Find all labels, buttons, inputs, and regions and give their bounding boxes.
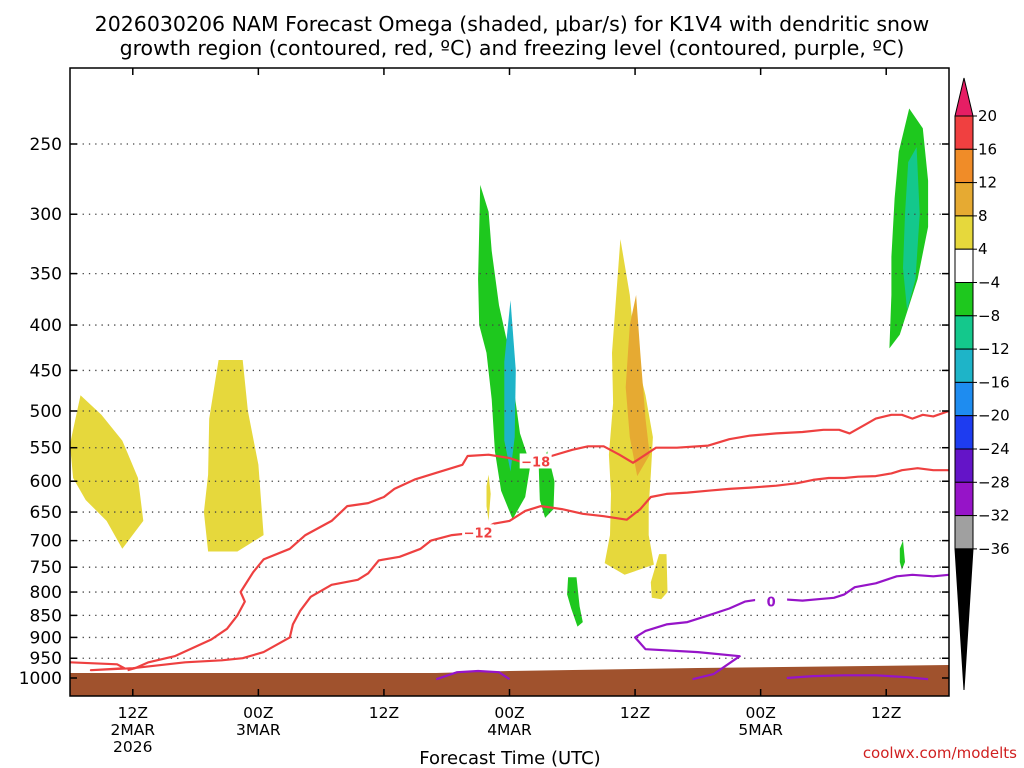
colorbar-swatch: [954, 481, 974, 517]
colorbar-label: −28: [978, 473, 1010, 491]
x-axis-label: Forecast Time (UTC): [419, 748, 600, 768]
colorbar-label: 12: [978, 174, 997, 192]
y-tick-label: 850: [30, 606, 62, 626]
contour-label-0C: 0: [767, 596, 776, 611]
colorbar-label: −12: [978, 340, 1010, 358]
chart-title-line1: 2026030206 NAM Forecast Omega (shaded, μ…: [95, 12, 930, 36]
y-tick-label: 300: [30, 205, 62, 225]
ground-bump: [436, 665, 949, 673]
ground-surface: [70, 673, 949, 696]
y-tick-label: 450: [30, 361, 62, 381]
y-tick-label: 900: [30, 628, 62, 648]
colorbar-bottom-arrow: [954, 548, 974, 691]
colorbar-top-arrow: [954, 77, 974, 117]
colorbar-swatch: [954, 381, 974, 417]
chart-title-line2: growth region (contoured, red, ºC) and f…: [120, 36, 905, 60]
omega-region-yellow: [486, 474, 491, 521]
colorbar-label: 16: [978, 140, 997, 158]
colorbar-label: −20: [978, 407, 1010, 425]
contours: −18 −12 0: [70, 409, 949, 681]
y-tick-label: 700: [30, 532, 62, 552]
contour-label--18C: −18: [521, 455, 550, 470]
contour-label-bg: [755, 593, 788, 609]
colorbar: 20 16 12 8 4 −4 −8 −12 −16 −20 −24 −28 −32 −36: [954, 77, 1010, 691]
x-tick-label: 3MAR: [236, 721, 281, 739]
colorbar-swatch: [954, 215, 974, 250]
colorbar-swatch: [954, 348, 974, 383]
y-tick-label: 950: [30, 649, 62, 669]
y-tick-label: 750: [30, 558, 62, 578]
contour-label-bg: [462, 524, 495, 540]
y-tick-label: 350: [30, 265, 62, 285]
omega-region-orange: [625, 295, 650, 477]
contour-label--12C: −12: [464, 526, 493, 541]
colorbar-label: 8: [978, 207, 988, 225]
omega-region-green: [478, 184, 531, 520]
omega-region-green: [567, 577, 583, 627]
contour-label-bg: [519, 453, 552, 469]
y-tick-label: 500: [30, 402, 62, 422]
colorbar-swatch: [954, 182, 974, 217]
omega-region-yellow: [203, 360, 264, 552]
x-tick-label: 2MAR: [110, 721, 155, 739]
contour--12C: [70, 467, 949, 672]
colorbar-label: −8: [978, 307, 1000, 325]
colorbar-label: −36: [978, 540, 1010, 558]
omega-region-cyan-green: [903, 147, 920, 311]
y-axis: 2503003504004505005506006507007508008509…: [19, 135, 949, 689]
colorbar-swatch: [954, 515, 974, 550]
y-tick-label: 800: [30, 583, 62, 603]
x-tick-label: 5MAR: [738, 721, 783, 739]
colorbar-swatch: [954, 448, 974, 483]
colorbar-label: −24: [978, 440, 1010, 458]
colorbar-label: 4: [978, 240, 988, 258]
colorbar-swatch: [954, 148, 974, 184]
contour-0C: [435, 573, 949, 681]
colorbar-swatch: [954, 315, 974, 350]
x-tick-label: 12Z: [369, 704, 399, 722]
x-tick-label: 12Z: [620, 704, 650, 722]
x-tick-label: 12Z: [118, 704, 148, 722]
omega-region-yellow: [650, 554, 668, 600]
y-tick-label: 550: [30, 439, 62, 459]
credit-link[interactable]: coolwx.com/modelts: [863, 744, 1017, 762]
x-tick-label: 00Z: [745, 704, 775, 722]
plot-area: −18 −12 0: [69, 67, 950, 697]
x-tick-label: 2026: [113, 738, 152, 756]
y-tick-label: 650: [30, 503, 62, 523]
omega-region-cyan: [504, 300, 516, 472]
y-tick-label: 250: [30, 135, 62, 155]
x-tick-label: 00Z: [243, 704, 273, 722]
colorbar-label: 20: [978, 107, 997, 125]
y-tick-label: 600: [30, 472, 62, 492]
x-tick-label: 00Z: [494, 704, 524, 722]
x-tick-label: 4MAR: [487, 721, 532, 739]
colorbar-label: −16: [978, 373, 1010, 391]
omega-shading: [70, 108, 929, 627]
colorbar-swatch: [954, 115, 974, 150]
colorbar-swatch: [954, 282, 974, 317]
y-tick-label: 1000: [19, 669, 62, 689]
omega-region-yellow: [70, 395, 144, 549]
colorbar-swatch: [954, 248, 974, 283]
x-tick-label: 12Z: [871, 704, 901, 722]
colorbar-label: −32: [978, 507, 1010, 525]
colorbar-label: −4: [978, 274, 1000, 292]
y-tick-label: 400: [30, 316, 62, 336]
colorbar-swatch: [954, 415, 974, 450]
omega-region-green: [899, 540, 905, 570]
